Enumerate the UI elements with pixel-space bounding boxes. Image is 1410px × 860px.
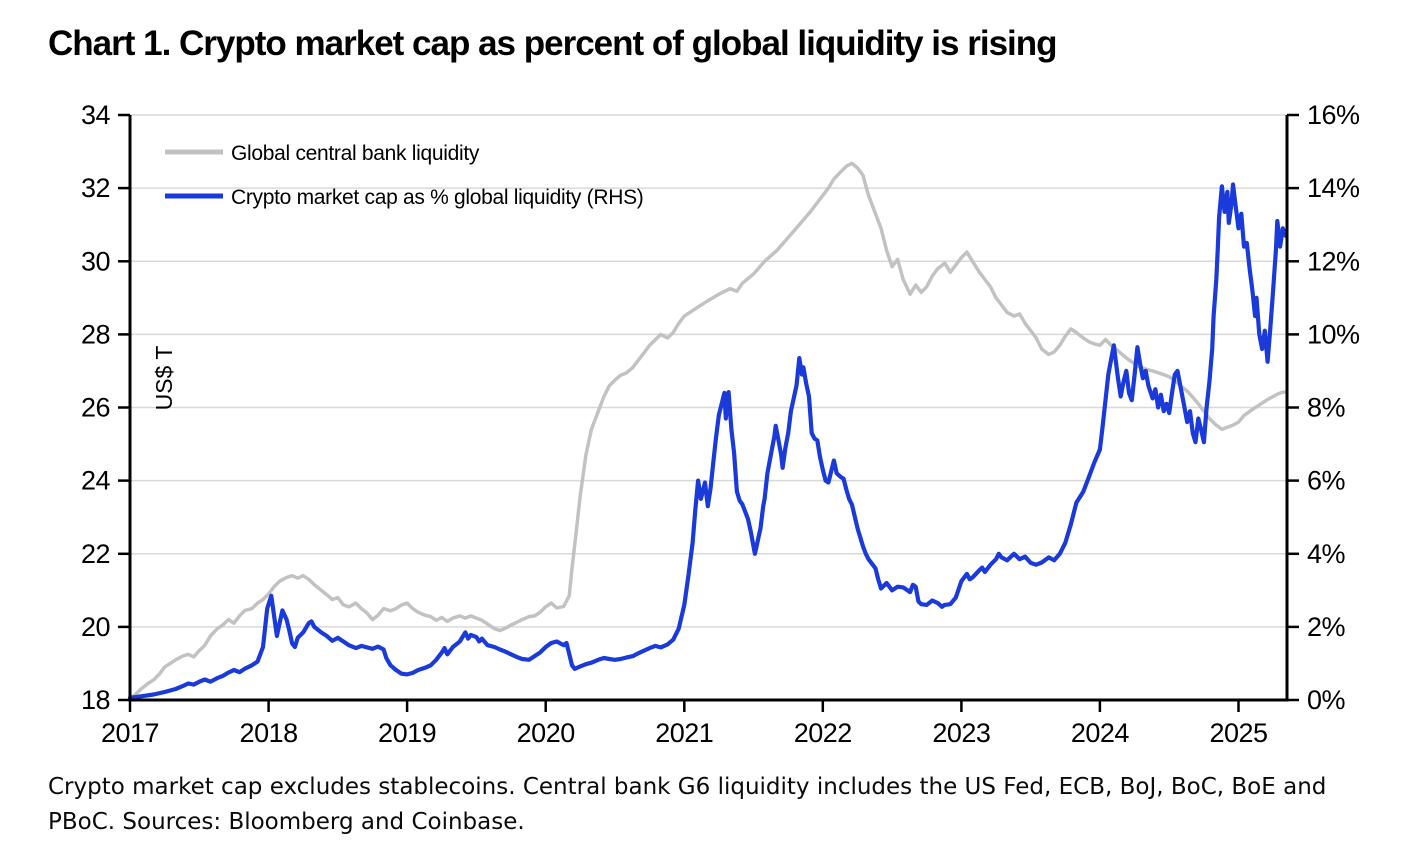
y-right-tick-label: 12% xyxy=(1307,246,1360,276)
x-tick-label: 2021 xyxy=(655,718,713,748)
y-left-tick-label: 24 xyxy=(81,466,111,496)
series-line-crypto-share xyxy=(127,182,1288,700)
x-tick-label: 2018 xyxy=(240,718,298,748)
x-tick-labels: 2017 2018 2019 2020 2021 2022 2023 2024 2025 xyxy=(101,718,1268,748)
x-tick-label: 2019 xyxy=(378,718,436,748)
legend-label-crypto-share: Crypto market cap as % global liquidity … xyxy=(231,186,644,209)
series-line-global-liquidity xyxy=(128,161,1288,700)
y-left-tick-label: 30 xyxy=(81,246,110,276)
y-left-tick-label: 22 xyxy=(81,539,110,569)
y-left-tick-labels: 18 20 22 24 26 28 30 32 34 xyxy=(81,100,111,715)
y-right-tick-label: 4% xyxy=(1307,539,1346,569)
x-tick-label: 2020 xyxy=(517,718,575,748)
y-left-tick-label: 18 xyxy=(81,685,110,715)
y-axis-title: US$ T xyxy=(151,346,177,411)
series-crypto-share xyxy=(127,182,1288,700)
y-right-tick-label: 10% xyxy=(1307,319,1360,349)
axes xyxy=(118,113,1299,712)
y-right-tick-label: 14% xyxy=(1307,173,1360,203)
x-tick-label: 2022 xyxy=(794,718,852,748)
y-right-tick-label: 0% xyxy=(1307,685,1346,715)
y-left-tick-label: 34 xyxy=(81,100,111,130)
x-tick-label: 2024 xyxy=(1071,718,1130,748)
legend-label-global-liquidity: Global central bank liquidity xyxy=(231,142,480,165)
x-tick-label: 2025 xyxy=(1209,718,1267,748)
y-right-tick-label: 2% xyxy=(1307,612,1346,642)
y-right-tick-labels: 0% 2% 4% 6% 8% 10% 12% 14% 16% xyxy=(1307,100,1361,715)
y-right-tick-label: 8% xyxy=(1307,393,1346,423)
y-left-tick-label: 28 xyxy=(81,319,110,349)
series-global-liquidity xyxy=(128,161,1288,700)
x-tick-label: 2017 xyxy=(101,718,159,748)
y-left-tick-label: 26 xyxy=(81,393,110,423)
y-right-tick-label: 16% xyxy=(1307,100,1360,130)
y-left-tick-label: 20 xyxy=(81,612,110,642)
x-tick-label: 2023 xyxy=(932,718,990,748)
y-left-tick-label: 32 xyxy=(81,173,110,203)
chart-title: Chart 1. Crypto market cap as percent of… xyxy=(48,24,1058,63)
legend: Global central bank liquidity Crypto mar… xyxy=(165,142,644,209)
y-right-tick-label: 6% xyxy=(1307,466,1346,496)
gridlines xyxy=(130,114,1287,628)
chart-footnote: Crypto market cap excludes stablecoins. … xyxy=(48,774,1327,835)
